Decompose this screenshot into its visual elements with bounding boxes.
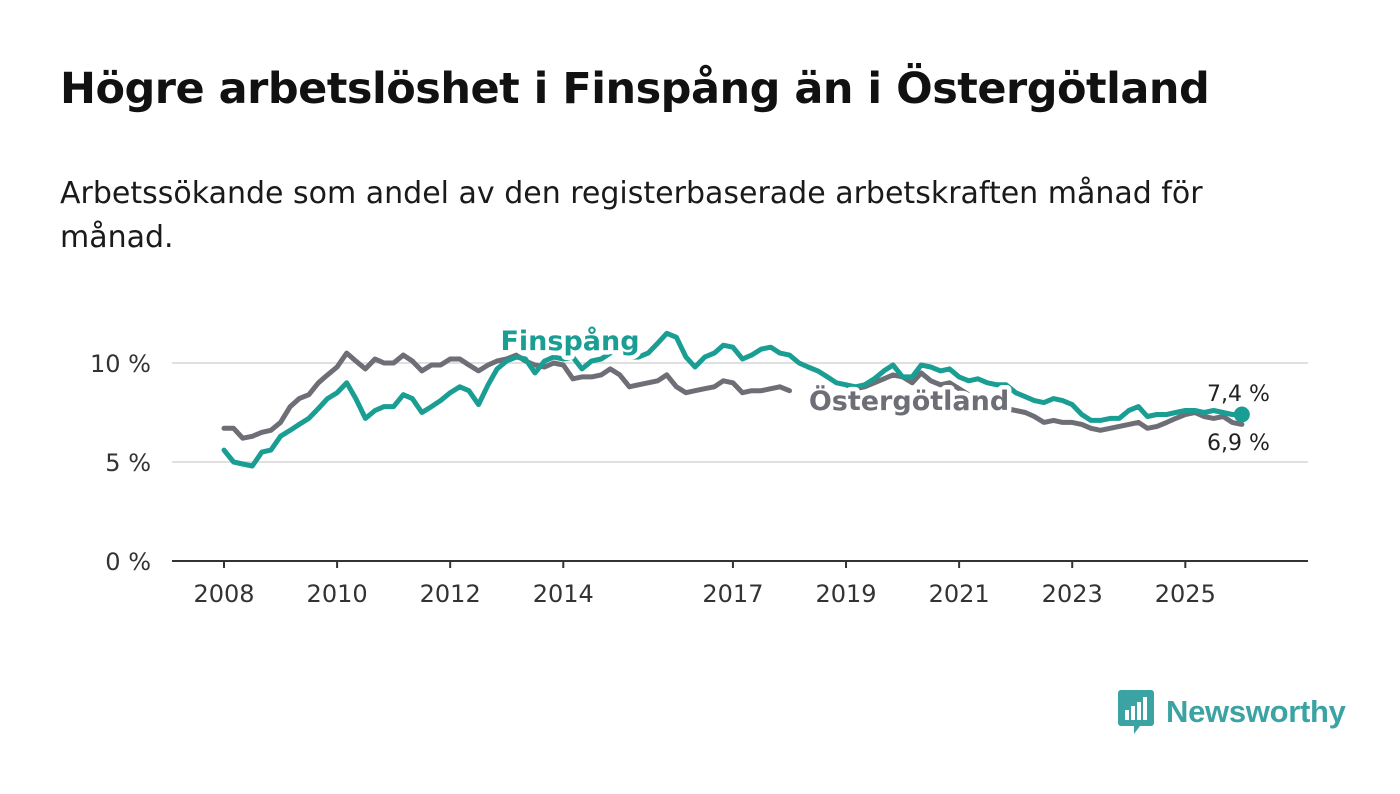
- end-label-ostergotland: 6,9 %: [1207, 431, 1270, 456]
- x-tick-label: 2021: [929, 580, 990, 608]
- x-tick-label: 2019: [815, 580, 876, 608]
- brand-name: Newsworthy: [1166, 694, 1346, 729]
- y-tick-label: 0 %: [105, 548, 151, 576]
- y-tick-label: 5 %: [105, 449, 151, 477]
- x-tick-label: 2014: [533, 580, 594, 608]
- series-line-finspang: [221, 330, 1245, 469]
- x-tick-label: 2010: [307, 580, 368, 608]
- newsworthy-logo[interactable]: Newsworthy: [1118, 690, 1346, 734]
- series-label-finspang: Finspång: [500, 325, 639, 357]
- finspang-end-marker: [1233, 406, 1250, 423]
- x-tick-label: 2017: [702, 580, 763, 608]
- chart-subtitle: Arbetssökande som andel av den registerb…: [60, 176, 1203, 255]
- chart-title: Högre arbetslöshet i Finspång än i Öster…: [60, 64, 1210, 114]
- x-tick-label: 2023: [1042, 580, 1103, 608]
- label-layer: 7,4 % 6,9 % Finspång Östergötland: [496, 321, 1270, 457]
- x-tick-label: 2012: [420, 580, 481, 608]
- x-tick-label: 2025: [1155, 580, 1216, 608]
- end-label-finspang: 7,4 %: [1207, 382, 1270, 407]
- x-tick-label: 2008: [193, 580, 254, 608]
- series-line-ostergotland-0: [221, 350, 792, 441]
- grid-layer: [172, 362, 1308, 463]
- series-line-ostergotland-1: [843, 370, 1245, 433]
- series-label-ostergotland: Östergötland: [809, 384, 1009, 417]
- newsworthy-bar-chart-icon: [1118, 690, 1154, 734]
- axis-layer: 0 % 5 % 10 % 2008 2010 2012 2014 2017 2019 2021 20…: [90, 350, 1308, 608]
- y-tick-label: 10 %: [90, 350, 151, 378]
- series-layer: [221, 330, 1250, 469]
